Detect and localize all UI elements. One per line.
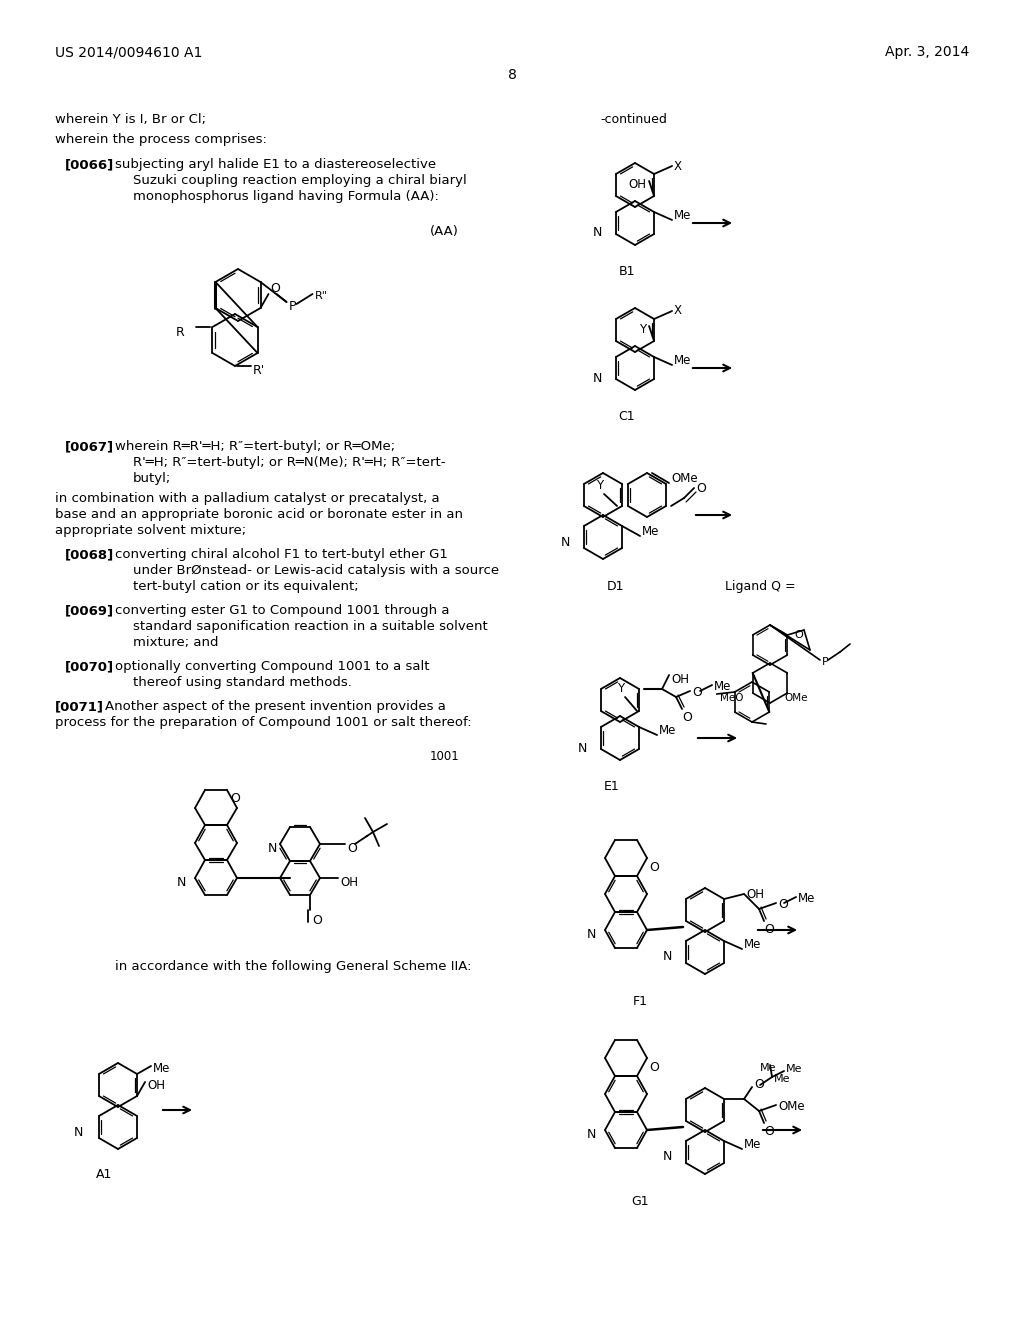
Text: wherein R═R'═H; R″=tert-butyl; or R═OMe;: wherein R═R'═H; R″=tert-butyl; or R═OMe; [115,440,395,453]
Text: Me: Me [674,209,691,222]
Text: converting ester G1 to Compound 1001 through a: converting ester G1 to Compound 1001 thr… [115,605,450,616]
Text: O: O [794,630,803,640]
Text: OMe: OMe [671,473,697,484]
Text: OH: OH [628,178,646,191]
Text: -continued: -continued [600,114,667,125]
Text: E1: E1 [604,780,620,793]
Text: O: O [764,1125,774,1138]
Text: [0067]: [0067] [65,440,114,453]
Text: process for the preparation of Compound 1001 or salt thereof:: process for the preparation of Compound … [55,715,472,729]
Text: G1: G1 [631,1195,649,1208]
Text: Me: Me [659,723,677,737]
Text: OH: OH [746,888,764,902]
Text: N: N [663,1151,672,1163]
Text: N: N [74,1126,83,1138]
Text: Me: Me [642,525,659,539]
Text: OMe: OMe [784,693,808,704]
Text: Me: Me [774,1074,791,1084]
Text: Me: Me [760,1063,776,1073]
Text: O: O [270,282,281,296]
Text: Another aspect of the present invention provides a: Another aspect of the present invention … [105,700,445,713]
Text: O: O [692,686,701,700]
Text: D1: D1 [606,579,624,593]
Text: mixture; and: mixture; and [133,636,218,649]
Text: converting chiral alcohol F1 to tert-butyl ether G1: converting chiral alcohol F1 to tert-but… [115,548,447,561]
Text: Me: Me [798,892,815,906]
Text: C1: C1 [618,411,635,422]
Text: F1: F1 [633,995,647,1008]
Text: in combination with a palladium catalyst or precatalyst, a: in combination with a palladium catalyst… [55,492,439,506]
Text: X: X [674,160,682,173]
Text: Me: Me [744,1138,762,1151]
Text: R: R [176,326,184,338]
Text: standard saponification reaction in a suitable solvent: standard saponification reaction in a su… [133,620,487,634]
Text: in accordance with the following General Scheme IIA:: in accordance with the following General… [115,960,471,973]
Text: wherein the process comprises:: wherein the process comprises: [55,133,267,147]
Text: Y: Y [639,323,646,337]
Text: R': R' [253,364,265,378]
Text: tert-butyl cation or its equivalent;: tert-butyl cation or its equivalent; [133,579,358,593]
Text: [0069]: [0069] [65,605,114,616]
Text: O: O [778,899,787,912]
Text: O: O [649,861,658,874]
Text: R'═H; R″=tert-butyl; or R═N(Me); R'═H; R″=tert-: R'═H; R″=tert-butyl; or R═N(Me); R'═H; R… [133,455,445,469]
Text: N: N [578,742,587,755]
Text: Me: Me [714,681,731,693]
Text: Ligand Q =: Ligand Q = [725,579,796,593]
Text: Me: Me [786,1064,803,1074]
Text: US 2014/0094610 A1: US 2014/0094610 A1 [55,45,203,59]
Text: base and an appropriate boronic acid or boronate ester in an: base and an appropriate boronic acid or … [55,508,463,521]
Text: Me: Me [674,354,691,367]
Text: X: X [674,305,682,318]
Text: Y: Y [597,479,603,492]
Text: P: P [822,657,828,667]
Text: MeO: MeO [720,693,743,704]
Text: (AA): (AA) [430,224,459,238]
Text: Me: Me [744,939,762,950]
Text: OMe: OMe [778,1101,805,1114]
Text: monophosphorus ligand having Formula (AA):: monophosphorus ligand having Formula (AA… [133,190,439,203]
Text: under BrØnstead- or Lewis-acid catalysis with a source: under BrØnstead- or Lewis-acid catalysis… [133,564,499,577]
Text: 1001: 1001 [430,750,460,763]
Text: Suzuki coupling reaction employing a chiral biaryl: Suzuki coupling reaction employing a chi… [133,174,467,187]
Text: N: N [587,928,596,941]
Text: B1: B1 [618,265,635,279]
Text: O: O [230,792,240,804]
Text: N: N [663,950,672,964]
Text: OH: OH [147,1078,165,1092]
Text: N: N [176,876,185,890]
Text: butyl;: butyl; [133,473,171,484]
Text: O: O [696,482,706,495]
Text: Apr. 3, 2014: Apr. 3, 2014 [885,45,969,59]
Text: O: O [682,711,692,723]
Text: N: N [592,371,602,384]
Text: thereof using standard methods.: thereof using standard methods. [133,676,352,689]
Text: subjecting aryl halide E1 to a diastereoselective: subjecting aryl halide E1 to a diastereo… [115,158,436,172]
Text: Me: Me [153,1061,170,1074]
Text: P: P [289,300,296,313]
Text: N: N [587,1129,596,1142]
Text: wherein Y is I, Br or Cl;: wherein Y is I, Br or Cl; [55,114,206,125]
Text: [0070]: [0070] [65,660,114,673]
Text: N: N [267,842,276,855]
Text: O: O [347,842,357,855]
Text: R": R" [314,290,328,301]
Text: O: O [649,1061,658,1074]
Text: N: N [560,536,569,549]
Text: 8: 8 [508,69,516,82]
Text: O: O [312,913,322,927]
Text: [0068]: [0068] [65,548,115,561]
Text: O: O [764,923,774,936]
Text: [0066]: [0066] [65,158,115,172]
Text: appropriate solvent mixture;: appropriate solvent mixture; [55,524,246,537]
Text: [0071]: [0071] [55,700,104,713]
Text: N: N [592,227,602,239]
Text: optionally converting Compound 1001 to a salt: optionally converting Compound 1001 to a… [115,660,429,673]
Text: Y: Y [617,682,625,696]
Text: O: O [754,1078,764,1092]
Text: OH: OH [340,875,358,888]
Text: OH: OH [671,673,689,686]
Text: A1: A1 [96,1168,113,1181]
